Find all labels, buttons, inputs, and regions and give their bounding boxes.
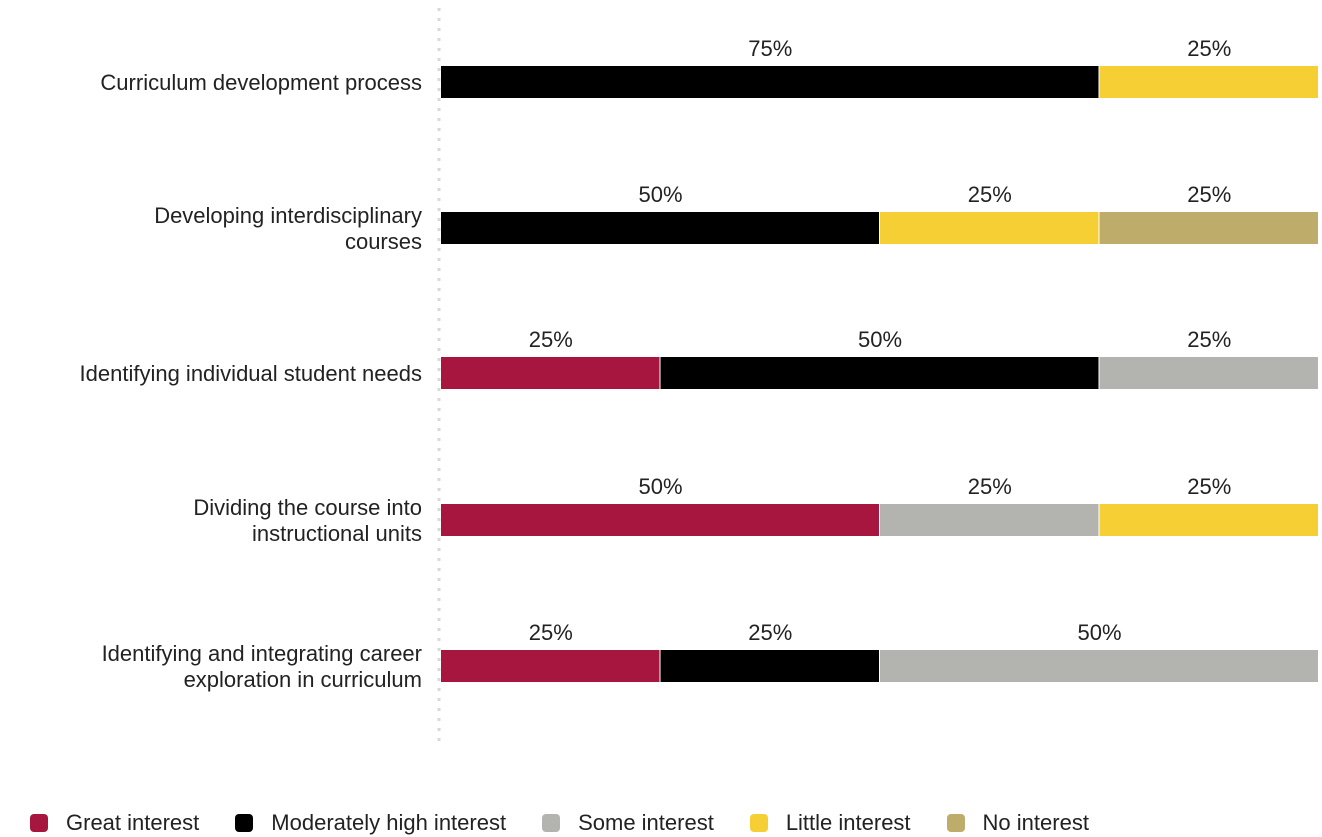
bar-segment: [1099, 66, 1319, 98]
bar-segment: [441, 650, 661, 682]
category-label: Developing interdisciplinary: [154, 203, 422, 228]
bar-segment: [880, 504, 1100, 536]
category-label: exploration in curriculum: [184, 667, 422, 692]
data-label: 25%: [968, 474, 1012, 499]
bars-layer: [441, 66, 1320, 682]
bar-segment: [441, 66, 1100, 98]
data-label: 25%: [1187, 182, 1231, 207]
legend-label: Great interest: [66, 810, 200, 835]
legend-swatch: [749, 814, 768, 832]
bar-segment: [441, 357, 661, 389]
legend-label: Little interest: [785, 810, 911, 835]
legend-label: No interest: [982, 810, 1089, 835]
data-label: 25%: [529, 620, 573, 645]
data-label: 75%: [748, 36, 792, 61]
bar-segment: [1099, 357, 1319, 389]
legend-label: Moderately high interest: [271, 810, 507, 835]
bar-segment: [880, 212, 1100, 244]
legend-swatch: [235, 814, 254, 832]
legend-item: Some interest: [542, 810, 714, 836]
category-label: Dividing the course into: [193, 495, 422, 520]
bar-segment: [441, 212, 880, 244]
category-labels-layer: Curriculum development process Developing…: [80, 70, 422, 692]
category-label: courses: [345, 229, 422, 254]
bar-segment: [1099, 212, 1319, 244]
legend-swatch: [946, 814, 965, 832]
legend-item: Great interest: [30, 810, 199, 836]
legend-item: No interest: [946, 810, 1089, 836]
chart-legend: Great interest Moderately high interest So…: [30, 810, 1125, 836]
category-label: Curriculum development process: [100, 70, 422, 95]
data-label: 25%: [1187, 474, 1231, 499]
legend-item: Moderately high interest: [235, 810, 506, 836]
bar-segment: [660, 650, 880, 682]
category-label: Identifying individual student needs: [80, 361, 422, 386]
data-label: 25%: [529, 327, 573, 352]
data-label: 50%: [638, 474, 682, 499]
value-labels-layer: 75% 25% 50% 25% 25% 25% 50% 25% 50% 25% 25% 25% 25% 5…: [529, 36, 1232, 645]
data-label: 25%: [1187, 36, 1231, 61]
data-label: 25%: [968, 182, 1012, 207]
bar-segment: [660, 357, 1100, 389]
category-label: instructional units: [252, 521, 422, 546]
bar-segment: [441, 504, 880, 536]
data-label: 25%: [1187, 327, 1231, 352]
data-label: 50%: [638, 182, 682, 207]
legend-swatch: [542, 814, 561, 832]
legend-item: Little interest: [749, 810, 911, 836]
legend-label: Some interest: [578, 810, 714, 835]
bar-segment: [880, 650, 1319, 682]
bar-segment: [1099, 504, 1319, 536]
data-label: 50%: [858, 327, 902, 352]
data-label: 50%: [1077, 620, 1121, 645]
legend-swatch: [30, 814, 48, 832]
data-label: 25%: [748, 620, 792, 645]
category-label: Identifying and integrating career: [102, 641, 422, 666]
